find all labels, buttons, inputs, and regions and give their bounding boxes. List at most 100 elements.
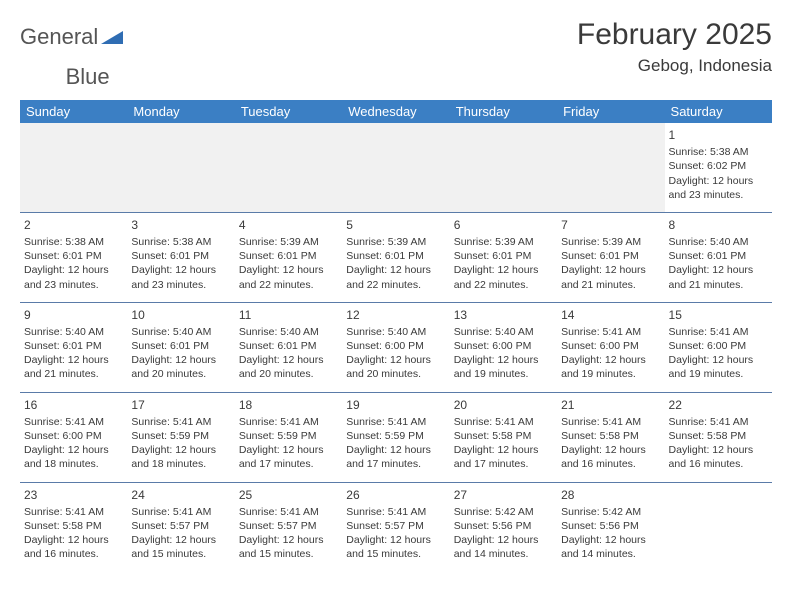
- day-number: 17: [131, 397, 230, 413]
- day-number: 24: [131, 487, 230, 503]
- cell-sunrise: Sunrise: 5:40 AM: [239, 325, 338, 339]
- day-number: 5: [346, 217, 445, 233]
- cell-day1: Daylight: 12 hours: [346, 443, 445, 457]
- calendar-cell: 4Sunrise: 5:39 AMSunset: 6:01 PMDaylight…: [235, 212, 342, 302]
- cell-sunset: Sunset: 6:01 PM: [454, 249, 553, 263]
- cell-sunrise: Sunrise: 5:39 AM: [239, 235, 338, 249]
- cell-sunrise: Sunrise: 5:41 AM: [24, 505, 123, 519]
- day-header: Sunday: [20, 100, 127, 123]
- day-number: 3: [131, 217, 230, 233]
- cell-sunrise: Sunrise: 5:41 AM: [239, 415, 338, 429]
- cell-day2: and 22 minutes.: [239, 278, 338, 292]
- cell-day2: and 22 minutes.: [346, 278, 445, 292]
- day-header: Monday: [127, 100, 234, 123]
- calendar-cell: [450, 123, 557, 212]
- cell-sunrise: Sunrise: 5:40 AM: [669, 235, 768, 249]
- cell-sunset: Sunset: 5:57 PM: [346, 519, 445, 533]
- cell-day2: and 23 minutes.: [24, 278, 123, 292]
- cell-day1: Daylight: 12 hours: [131, 263, 230, 277]
- cell-day2: and 17 minutes.: [454, 457, 553, 471]
- cell-day2: and 15 minutes.: [131, 547, 230, 561]
- calendar-cell: 27Sunrise: 5:42 AMSunset: 5:56 PMDayligh…: [450, 482, 557, 571]
- cell-sunrise: Sunrise: 5:41 AM: [561, 415, 660, 429]
- calendar-week-row: 9Sunrise: 5:40 AMSunset: 6:01 PMDaylight…: [20, 302, 772, 392]
- cell-sunrise: Sunrise: 5:41 AM: [346, 505, 445, 519]
- day-number: 16: [24, 397, 123, 413]
- cell-day2: and 20 minutes.: [346, 367, 445, 381]
- cell-sunset: Sunset: 5:58 PM: [669, 429, 768, 443]
- day-header: Saturday: [665, 100, 772, 123]
- day-header: Friday: [557, 100, 664, 123]
- day-number: 28: [561, 487, 660, 503]
- cell-day2: and 20 minutes.: [239, 367, 338, 381]
- day-number: 8: [669, 217, 768, 233]
- calendar-cell: 15Sunrise: 5:41 AMSunset: 6:00 PMDayligh…: [665, 302, 772, 392]
- cell-sunset: Sunset: 6:01 PM: [561, 249, 660, 263]
- calendar-cell: 18Sunrise: 5:41 AMSunset: 5:59 PMDayligh…: [235, 392, 342, 482]
- cell-day1: Daylight: 12 hours: [346, 263, 445, 277]
- cell-day2: and 14 minutes.: [561, 547, 660, 561]
- cell-sunset: Sunset: 5:56 PM: [454, 519, 553, 533]
- cell-day1: Daylight: 12 hours: [239, 533, 338, 547]
- cell-day1: Daylight: 12 hours: [669, 263, 768, 277]
- calendar-cell: 19Sunrise: 5:41 AMSunset: 5:59 PMDayligh…: [342, 392, 449, 482]
- cell-sunset: Sunset: 5:58 PM: [24, 519, 123, 533]
- title-block: February 2025 Gebog, Indonesia: [577, 18, 772, 76]
- calendar-cell: 21Sunrise: 5:41 AMSunset: 5:58 PMDayligh…: [557, 392, 664, 482]
- cell-day2: and 21 minutes.: [24, 367, 123, 381]
- calendar-cell: [127, 123, 234, 212]
- cell-sunset: Sunset: 6:00 PM: [346, 339, 445, 353]
- cell-sunset: Sunset: 5:58 PM: [561, 429, 660, 443]
- cell-sunrise: Sunrise: 5:41 AM: [669, 325, 768, 339]
- cell-day2: and 21 minutes.: [669, 278, 768, 292]
- cell-day2: and 23 minutes.: [131, 278, 230, 292]
- calendar-cell: [20, 123, 127, 212]
- cell-day1: Daylight: 12 hours: [454, 353, 553, 367]
- cell-sunset: Sunset: 5:57 PM: [239, 519, 338, 533]
- day-number: 21: [561, 397, 660, 413]
- day-number: 23: [24, 487, 123, 503]
- cell-day2: and 15 minutes.: [239, 547, 338, 561]
- day-number: 1: [669, 127, 768, 143]
- day-number: 15: [669, 307, 768, 323]
- calendar-cell: 16Sunrise: 5:41 AMSunset: 6:00 PMDayligh…: [20, 392, 127, 482]
- calendar-cell: 11Sunrise: 5:40 AMSunset: 6:01 PMDayligh…: [235, 302, 342, 392]
- cell-day1: Daylight: 12 hours: [561, 533, 660, 547]
- cell-sunrise: Sunrise: 5:40 AM: [346, 325, 445, 339]
- cell-day1: Daylight: 12 hours: [454, 263, 553, 277]
- cell-day2: and 17 minutes.: [346, 457, 445, 471]
- cell-sunset: Sunset: 6:01 PM: [24, 339, 123, 353]
- cell-sunrise: Sunrise: 5:41 AM: [561, 325, 660, 339]
- calendar-cell: 7Sunrise: 5:39 AMSunset: 6:01 PMDaylight…: [557, 212, 664, 302]
- calendar-cell: [235, 123, 342, 212]
- cell-sunset: Sunset: 6:00 PM: [24, 429, 123, 443]
- cell-day2: and 19 minutes.: [561, 367, 660, 381]
- cell-sunrise: Sunrise: 5:40 AM: [24, 325, 123, 339]
- cell-day1: Daylight: 12 hours: [24, 353, 123, 367]
- day-number: 14: [561, 307, 660, 323]
- cell-sunrise: Sunrise: 5:38 AM: [669, 145, 768, 159]
- calendar-cell: 24Sunrise: 5:41 AMSunset: 5:57 PMDayligh…: [127, 482, 234, 571]
- cell-day2: and 17 minutes.: [239, 457, 338, 471]
- calendar-cell: 12Sunrise: 5:40 AMSunset: 6:00 PMDayligh…: [342, 302, 449, 392]
- cell-day1: Daylight: 12 hours: [239, 263, 338, 277]
- cell-day1: Daylight: 12 hours: [669, 353, 768, 367]
- cell-day1: Daylight: 12 hours: [24, 263, 123, 277]
- cell-sunset: Sunset: 6:01 PM: [131, 339, 230, 353]
- calendar-table: Sunday Monday Tuesday Wednesday Thursday…: [20, 100, 772, 571]
- cell-sunset: Sunset: 6:01 PM: [24, 249, 123, 263]
- day-number: 20: [454, 397, 553, 413]
- cell-day2: and 18 minutes.: [131, 457, 230, 471]
- cell-day2: and 23 minutes.: [669, 188, 768, 202]
- cell-sunrise: Sunrise: 5:38 AM: [24, 235, 123, 249]
- day-number: 7: [561, 217, 660, 233]
- day-number: 12: [346, 307, 445, 323]
- cell-sunset: Sunset: 6:01 PM: [239, 249, 338, 263]
- logo-word1: General: [20, 24, 98, 50]
- cell-sunrise: Sunrise: 5:39 AM: [454, 235, 553, 249]
- calendar-week-row: 23Sunrise: 5:41 AMSunset: 5:58 PMDayligh…: [20, 482, 772, 571]
- day-number: 2: [24, 217, 123, 233]
- calendar-cell: 2 Sunrise: 5:38 AMSunset: 6:01 PMDaylight…: [20, 212, 127, 302]
- cell-day2: and 19 minutes.: [669, 367, 768, 381]
- day-number: 6: [454, 217, 553, 233]
